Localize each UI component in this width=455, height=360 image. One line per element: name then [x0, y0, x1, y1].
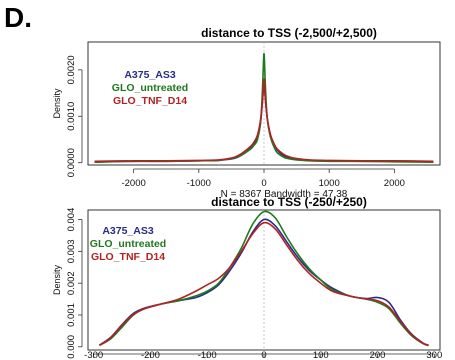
y-tick-label: 0.002: [66, 271, 77, 295]
x-tick-label: 1000: [319, 178, 340, 189]
y-axis-label: Density: [52, 264, 62, 295]
series-line-glo-tnf-d14: [98, 221, 429, 346]
y-tick-label: 0.0010: [66, 102, 77, 131]
chart-title: distance to TSS (-2,500/+2,500): [201, 26, 377, 40]
legend-entry: GLO_TNF_D14: [91, 251, 165, 263]
bandwidth-annotation: N = 8367 Bandwidth = 47.38: [221, 189, 348, 200]
y-tick-label: 0.000: [66, 335, 77, 359]
y-tick-label: 0.003: [66, 239, 77, 263]
panel-label: D.: [4, 2, 32, 33]
series-line-glo-tnf-d14: [94, 78, 434, 163]
x-tick-label: 300: [426, 350, 442, 360]
chart-2: distance to TSS (-250/+250) -300 -200 -100 0…: [52, 195, 442, 360]
y-tick-label: 0.001: [66, 303, 77, 327]
x-tick-label: 0: [261, 178, 266, 189]
x-tick-label: 2000: [384, 178, 405, 189]
legend-entry: A375_AS3: [124, 69, 176, 81]
x-tick-label: -100: [198, 350, 217, 360]
y-axis-label: Density: [52, 88, 62, 119]
x-tick-label: -1000: [187, 178, 211, 189]
legend-entry: GLO_TNF_D14: [113, 95, 187, 107]
x-tick-label: -300: [84, 350, 103, 360]
y-tick-label: 0.0000: [66, 148, 77, 177]
chart-1: distance to TSS (-2,500/+2,500) -2000 -100…: [52, 26, 441, 200]
legend-entry: A375_AS3: [102, 225, 154, 237]
x-tick-label: -2000: [121, 178, 145, 189]
x-tick-label: -200: [141, 350, 160, 360]
x-tick-label: 0: [261, 350, 266, 360]
legend-entry: GLO_untreated: [90, 238, 166, 250]
legend-entry: GLO_untreated: [112, 82, 188, 94]
x-tick-label: 100: [313, 350, 329, 360]
y-tick-label: 0.0020: [66, 55, 77, 84]
x-tick-label: 200: [370, 350, 386, 360]
chart-title: distance to TSS (-250/+250): [211, 195, 367, 209]
y-tick-label: 0.004: [66, 208, 77, 232]
